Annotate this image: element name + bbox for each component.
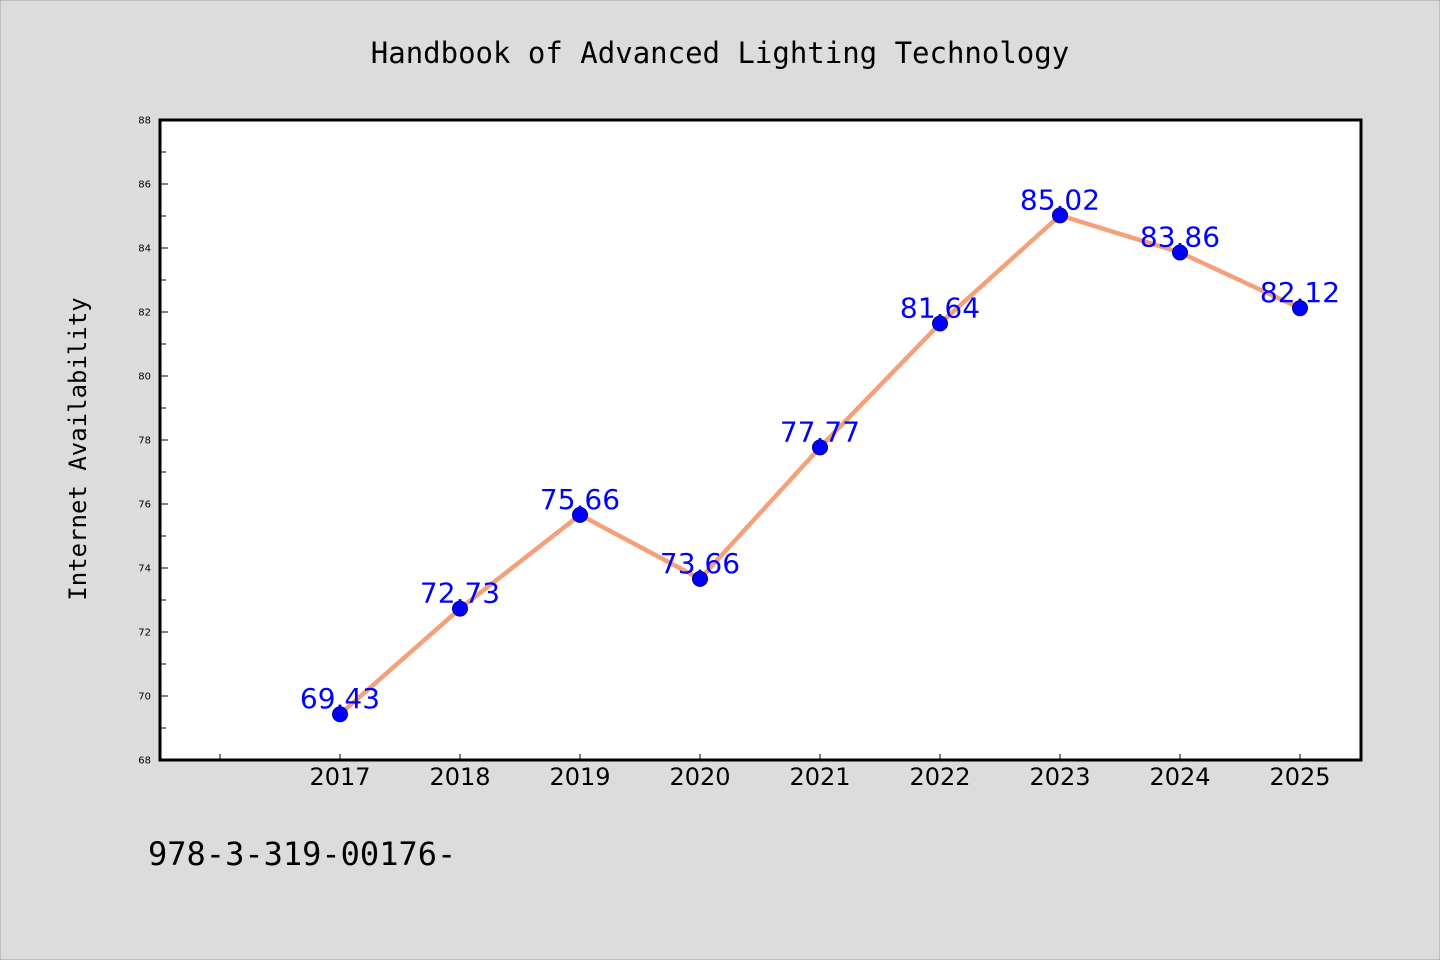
y-axis-label: Internet Availability bbox=[64, 297, 92, 600]
data-label: 69.43 bbox=[300, 682, 380, 715]
x-tick-label: 2025 bbox=[1269, 763, 1330, 791]
x-tick-label: 2018 bbox=[429, 763, 490, 791]
data-point-marker bbox=[1052, 207, 1068, 224]
x-tick-label: 2019 bbox=[549, 763, 610, 791]
y-tick-label: 78 bbox=[138, 436, 151, 447]
data-label: 77.77 bbox=[780, 415, 860, 448]
data-label: 83.86 bbox=[1140, 220, 1220, 253]
x-tick-label: 2021 bbox=[789, 763, 850, 791]
data-label: 81.64 bbox=[900, 292, 980, 325]
y-tick-label: 76 bbox=[138, 500, 151, 511]
y-tick-label: 80 bbox=[138, 372, 151, 383]
x-tick-label: 2022 bbox=[909, 763, 970, 791]
x-tick-label: 2017 bbox=[309, 763, 370, 791]
data-label: 73.66 bbox=[660, 547, 740, 580]
y-tick-label: 88 bbox=[138, 116, 151, 127]
data-point-marker bbox=[572, 506, 588, 523]
chart-title: Handbook of Advanced Lighting Technology bbox=[371, 36, 1069, 70]
y-tick-label: 72 bbox=[138, 628, 151, 639]
data-point-marker bbox=[1292, 300, 1308, 317]
footer-text: 978-3-319-00176- bbox=[148, 835, 456, 873]
x-tick-label: 2024 bbox=[1149, 763, 1210, 791]
data-point-marker bbox=[332, 706, 348, 723]
data-point-marker bbox=[452, 600, 468, 617]
y-tick-label: 82 bbox=[138, 308, 151, 319]
data-point-marker bbox=[932, 315, 948, 332]
plot-frame bbox=[158, 118, 1363, 762]
data-point-marker bbox=[1172, 244, 1188, 261]
y-tick-label: 74 bbox=[138, 564, 151, 575]
x-tick-label: 2020 bbox=[669, 763, 730, 791]
y-tick-label: 84 bbox=[138, 244, 151, 255]
y-tick-label: 70 bbox=[138, 692, 151, 703]
data-label: 72.73 bbox=[420, 577, 500, 610]
plot-area bbox=[160, 120, 1361, 760]
data-label: 75.66 bbox=[540, 483, 620, 516]
x-tick-label: 2023 bbox=[1029, 763, 1090, 791]
data-point-marker bbox=[692, 570, 708, 587]
y-tick-label: 68 bbox=[138, 756, 151, 767]
y-tick-label: 86 bbox=[138, 180, 151, 191]
data-label: 82.12 bbox=[1260, 276, 1340, 309]
data-point-marker bbox=[812, 439, 828, 456]
data-label: 85.02 bbox=[1020, 183, 1100, 216]
